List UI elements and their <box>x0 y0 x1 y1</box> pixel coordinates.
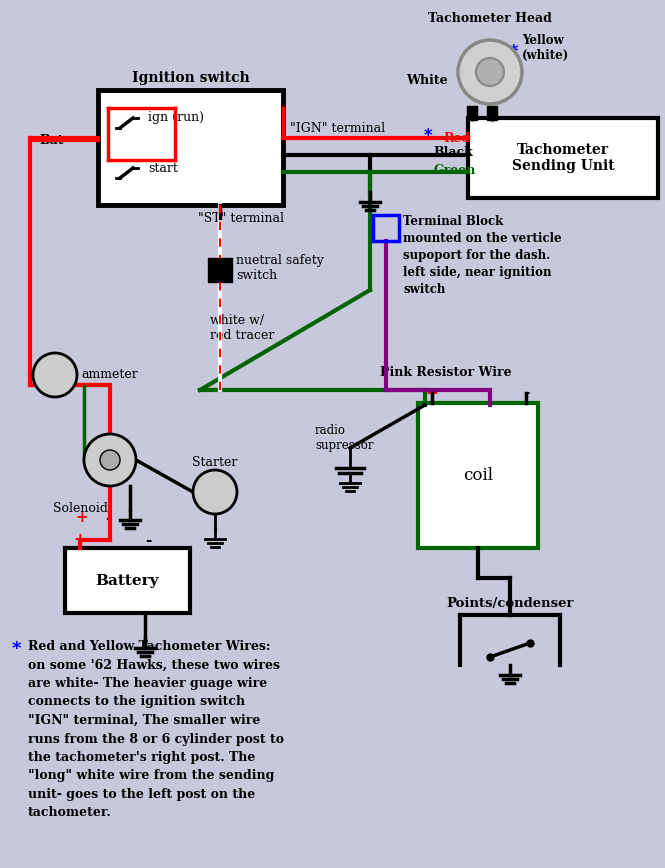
Text: Points/condenser: Points/condenser <box>446 596 574 609</box>
Circle shape <box>476 58 504 86</box>
Text: Starter: Starter <box>192 456 237 469</box>
Text: ign (run): ign (run) <box>148 111 204 124</box>
Text: white w/
red tracer: white w/ red tracer <box>210 314 275 342</box>
Text: nuetral safety
switch: nuetral safety switch <box>236 254 324 282</box>
Bar <box>487 106 497 120</box>
Circle shape <box>33 353 77 397</box>
Circle shape <box>100 450 120 470</box>
Text: Red and Yellow Tachometer Wires:
on some '62 Hawks, these two wires
are white- T: Red and Yellow Tachometer Wires: on some… <box>28 640 284 819</box>
Text: Solenoid: Solenoid <box>53 502 108 515</box>
Text: 8: 8 <box>488 92 496 102</box>
Text: *: * <box>424 127 432 145</box>
Bar <box>208 258 232 282</box>
Circle shape <box>84 434 136 486</box>
Text: +: + <box>76 510 88 525</box>
Text: ammeter: ammeter <box>81 369 138 382</box>
Text: -: - <box>145 532 151 548</box>
Text: 6: 6 <box>468 92 476 102</box>
Text: White: White <box>406 74 448 87</box>
Text: Red: Red <box>443 131 470 144</box>
Text: Tachometer Head: Tachometer Head <box>428 11 552 24</box>
Text: Battery: Battery <box>96 574 159 588</box>
Circle shape <box>193 470 237 514</box>
Bar <box>418 403 538 548</box>
Text: radio
supressor: radio supressor <box>315 424 374 452</box>
Bar <box>467 106 477 120</box>
Text: *: * <box>12 640 21 658</box>
Text: *: * <box>508 43 518 61</box>
Text: +: + <box>74 532 86 548</box>
Text: -: - <box>105 510 111 525</box>
Text: Black: Black <box>433 147 473 160</box>
Text: coil: coil <box>463 467 493 484</box>
Text: Bat: Bat <box>40 134 65 147</box>
Bar <box>373 215 399 241</box>
Text: Yellow
(white): Yellow (white) <box>522 34 569 62</box>
Text: Tachometer
Sending Unit: Tachometer Sending Unit <box>511 143 614 173</box>
Text: Green: Green <box>433 163 475 176</box>
Bar <box>468 118 658 198</box>
Text: ( ): ( ) <box>50 370 61 380</box>
Circle shape <box>458 40 522 104</box>
Bar <box>98 90 283 205</box>
Text: -: - <box>523 385 529 400</box>
Text: Ignition switch: Ignition switch <box>132 71 249 85</box>
Text: start: start <box>148 161 178 174</box>
Text: "ST" terminal: "ST" terminal <box>198 212 284 225</box>
Text: Terminal Block
mounted on the verticle
supoport for the dash.
left side, near ig: Terminal Block mounted on the verticle s… <box>403 215 562 296</box>
Text: +: + <box>426 385 438 400</box>
Bar <box>65 548 190 613</box>
Text: Pink Resistor Wire: Pink Resistor Wire <box>380 366 511 379</box>
Text: "IGN" terminal: "IGN" terminal <box>290 122 385 135</box>
